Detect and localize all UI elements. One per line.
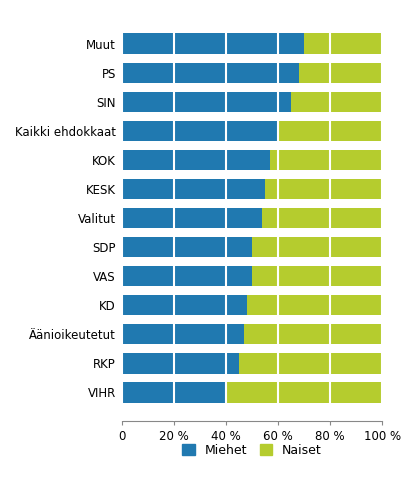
Bar [121,121,278,141]
Bar [291,92,382,112]
Bar [121,324,244,345]
Bar [265,179,382,199]
Bar [121,266,252,286]
Bar [121,150,270,170]
Bar [304,33,382,54]
Bar [278,121,382,141]
Bar [239,353,382,374]
Bar [252,237,382,257]
Bar [226,382,382,403]
Bar [121,353,239,374]
Bar [121,62,299,83]
Bar [121,295,247,315]
Bar [121,208,262,228]
Bar [270,150,382,170]
Bar [121,92,291,112]
Bar [299,62,382,83]
Legend: Miehet, Naiset: Miehet, Naiset [180,441,324,460]
Bar [121,179,265,199]
Bar [244,324,382,345]
Bar [121,382,226,403]
Bar [247,295,382,315]
Bar [121,33,304,54]
Bar [121,237,252,257]
Bar [252,266,382,286]
Bar [262,208,382,228]
